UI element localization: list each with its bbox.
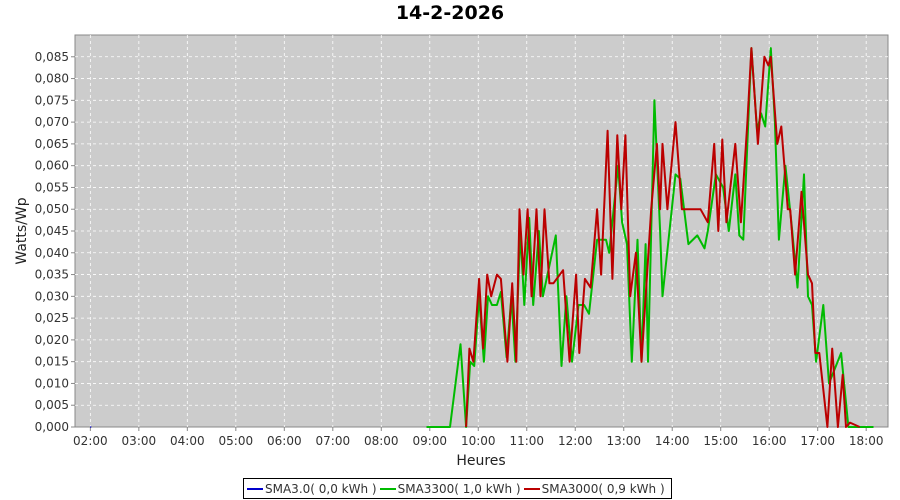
x-tick-label: 18:00	[849, 434, 884, 448]
legend-item-sma3000: SMA3000( 0,9 kWh )	[523, 481, 665, 496]
x-axis-label: Heures	[456, 453, 505, 469]
x-tick-label: 08:00	[364, 434, 399, 448]
legend-swatch	[523, 487, 540, 490]
x-tick-label: 06:00	[267, 434, 302, 448]
y-tick-label: 0,010	[35, 376, 69, 390]
y-tick-label: 0,025	[35, 311, 69, 325]
series-line-sma3000	[465, 47, 861, 428]
y-axis-label: Watts/Wp	[14, 197, 30, 264]
x-tick-label: 03:00	[122, 434, 157, 448]
y-tick-label: 0,020	[35, 333, 69, 347]
y-tick-label: 0,000	[35, 420, 69, 434]
x-tick-label: 16:00	[752, 434, 787, 448]
y-tick-label: 0,065	[35, 137, 69, 151]
y-tick-label: 0,005	[35, 398, 69, 412]
y-tick-label: 0,015	[35, 355, 69, 369]
legend-swatch	[247, 487, 263, 490]
y-tick-label: 0,030	[35, 289, 69, 303]
y-tick-label: 0,050	[35, 202, 69, 216]
x-tick-label: 07:00	[316, 434, 351, 448]
x-tick-label: 10:00	[461, 434, 496, 448]
x-tick-label: 05:00	[219, 434, 254, 448]
x-tick-label: 14:00	[655, 434, 690, 448]
x-tick-label: 02:00	[73, 434, 108, 448]
y-tick-label: 0,060	[35, 159, 69, 173]
legend-label: SMA3000( 0,9 kWh )	[541, 481, 665, 496]
y-tick-label: 0,055	[35, 180, 69, 194]
legend-label: SMA3300( 1,0 kWh )	[397, 481, 521, 496]
x-tick-label: 09:00	[412, 434, 447, 448]
x-tick-label: 04:00	[170, 434, 205, 448]
x-tick-label: 17:00	[800, 434, 835, 448]
legend-swatch	[379, 487, 396, 490]
y-tick-label: 0,040	[35, 246, 69, 260]
legend-item-sma3-0: SMA3.0( 0,0 kWh )	[247, 482, 377, 496]
x-tick-label: 12:00	[558, 434, 593, 448]
chart-title: 14-2-2026	[395, 2, 505, 24]
y-tick-label: 0,070	[35, 115, 69, 129]
series-lines	[90, 47, 874, 428]
x-tick-label: 11:00	[509, 434, 544, 448]
y-tick-label: 0,080	[35, 72, 69, 86]
x-tick-label: 13:00	[606, 434, 641, 448]
legend-label: SMA3.0( 0,0 kWh )	[265, 481, 377, 496]
legend: SMA3.0( 0,0 kWh ) SMA3300( 1,0 kWh ) SMA…	[243, 478, 672, 499]
gridlines	[75, 35, 888, 427]
y-tick-label: 0,045	[35, 224, 69, 238]
y-tick-label: 0,075	[35, 93, 69, 107]
legend-item-sma3300: SMA3300( 1,0 kWh )	[379, 481, 521, 496]
y-tick-label: 0,035	[35, 268, 69, 282]
axis-ticks: 0,000 0,005 0,010 0,015 0,020 0,025 0,030 0,035…	[35, 50, 884, 448]
x-tick-label: 15:00	[703, 434, 738, 448]
y-tick-label: 0,085	[35, 50, 69, 64]
